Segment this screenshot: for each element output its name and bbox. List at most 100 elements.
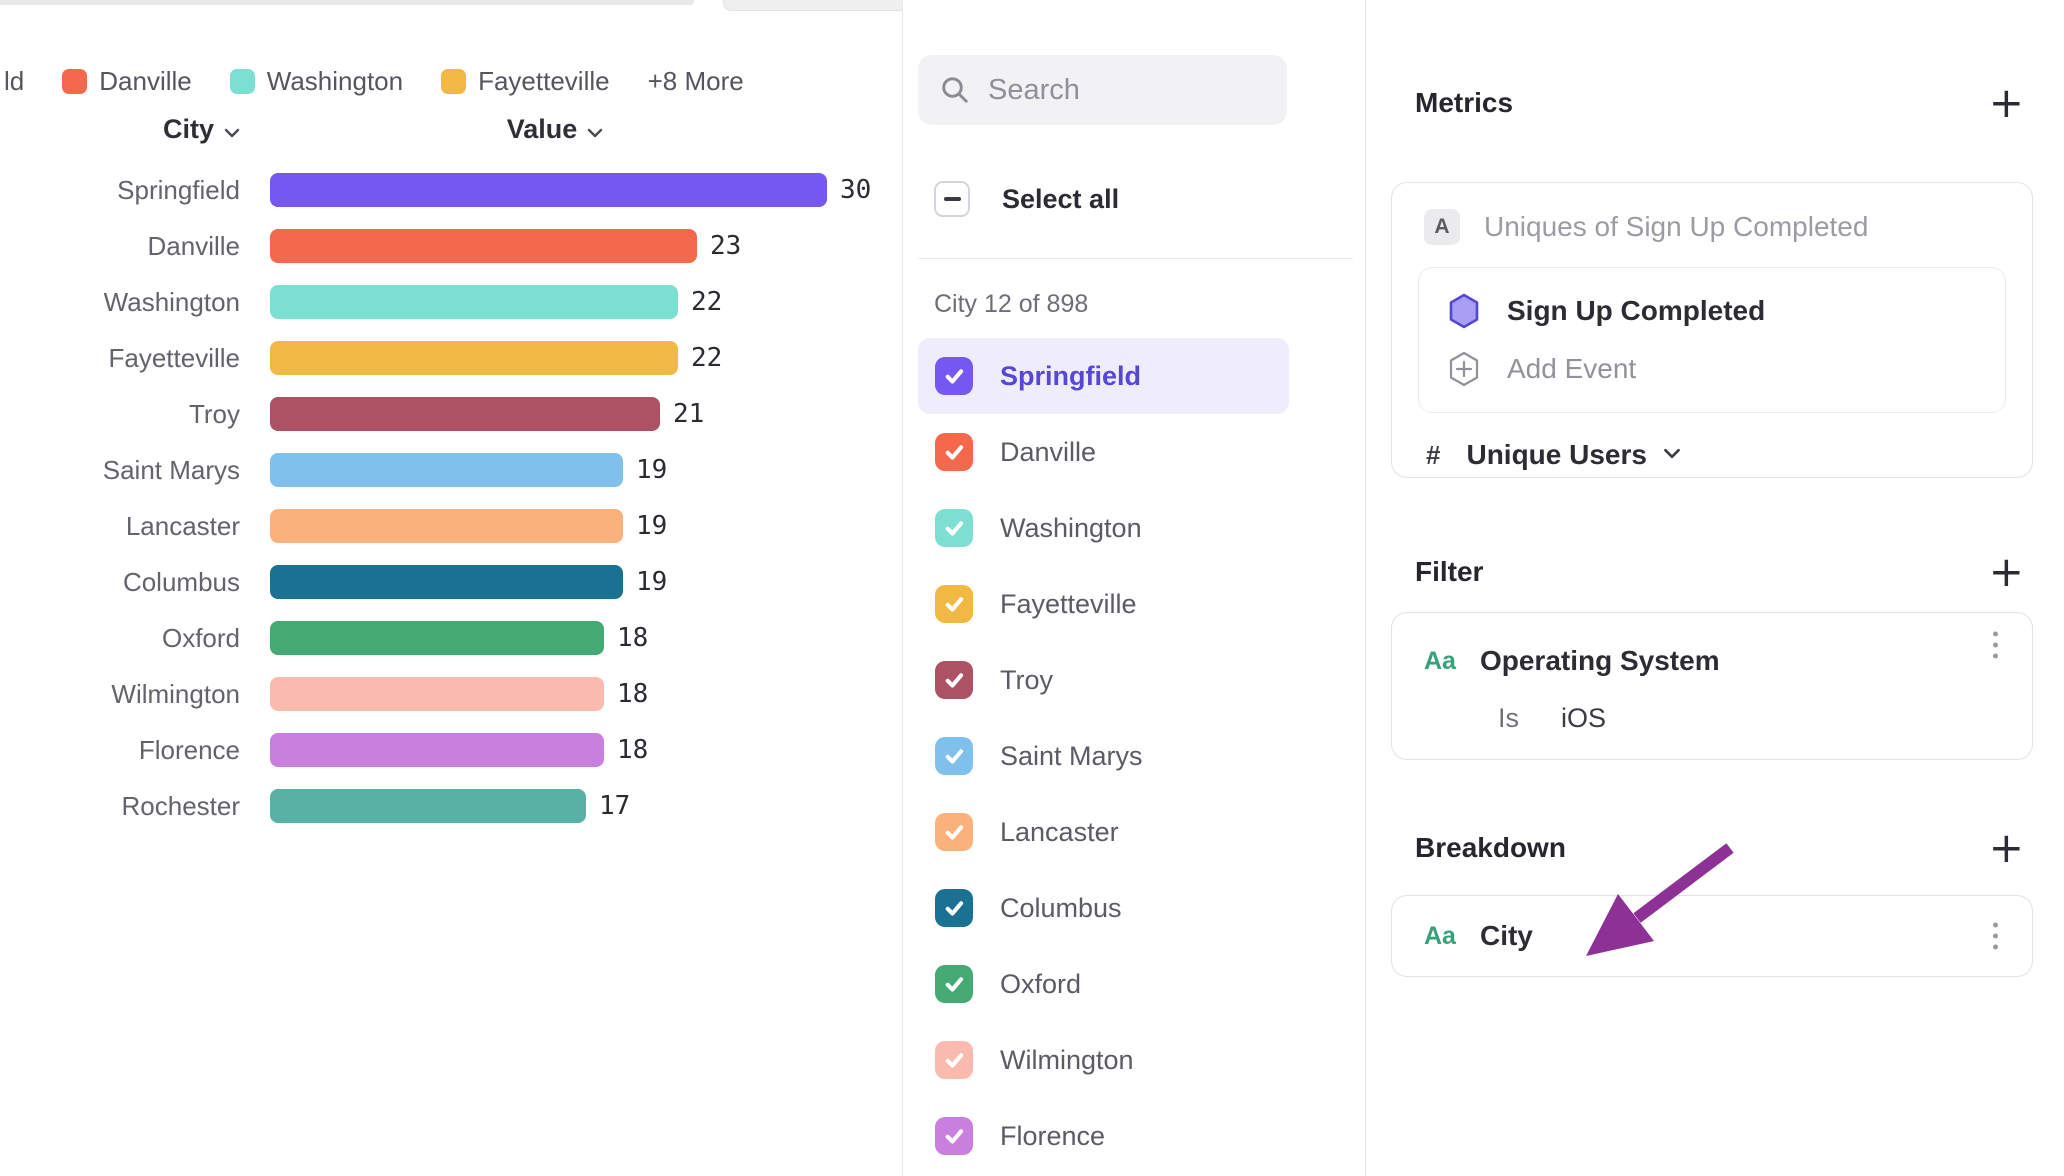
select-all-label: Select all [1002, 183, 1120, 214]
checkbox-checked[interactable] [935, 357, 973, 395]
chart-legend: ld Danville Washington Fayetteville +8 M… [0, 62, 744, 100]
search-icon [942, 77, 968, 103]
add-breakdown-button[interactable]: + [1988, 823, 2024, 872]
select-all-checkbox[interactable] [934, 181, 970, 217]
city-row-wilmington[interactable]: Wilmington [918, 1022, 1289, 1098]
checkbox-checked[interactable] [935, 661, 973, 699]
breakdown-property-row[interactable]: Aa City [1392, 896, 2032, 976]
city-select-panel: Select all City 12 of 898 Springfield Da… [902, 0, 1366, 1176]
measure-label: Unique Users [1466, 439, 1647, 470]
chevron-down-icon [587, 114, 603, 145]
city-row-oxford[interactable]: Oxford [918, 946, 1289, 1022]
city-row-washington[interactable]: Washington [918, 490, 1289, 566]
event-hexagon-icon [1449, 293, 1479, 329]
checkbox-checked[interactable] [935, 585, 973, 623]
legend-swatch [62, 68, 88, 94]
event-row[interactable]: Sign Up Completed [1419, 282, 2005, 340]
metric-summary-label: Uniques of Sign Up Completed [1484, 211, 1869, 242]
bar-row: Florence 18 [138, 733, 649, 767]
bar-row: Oxford 18 [161, 621, 649, 655]
breakdown-card[interactable]: Aa City [1391, 895, 2033, 977]
bar-row: Columbus 19 [122, 565, 668, 599]
bar-florence[interactable] [270, 733, 604, 767]
bar-row: Danville 23 [147, 229, 742, 263]
filter-property-name: Operating System [1479, 645, 1720, 676]
bar-row: Rochester 17 [121, 789, 631, 823]
bar-lancaster[interactable] [270, 509, 623, 543]
chevron-down-icon [1663, 446, 1681, 464]
add-filter-button[interactable]: + [1988, 547, 2024, 596]
filter-property-row[interactable]: Aa Operating System [1392, 613, 2032, 677]
city-row-fayetteville[interactable]: Fayetteville [918, 566, 1289, 642]
bar-rochester[interactable] [270, 789, 586, 823]
city-row-springfield[interactable]: Springfield [918, 338, 1289, 414]
breakdown-property-name: City [1479, 920, 1533, 951]
event-card: Sign Up Completed Add Event [1418, 267, 2006, 413]
checkbox-checked[interactable] [935, 737, 973, 775]
bar-fayetteville[interactable] [270, 341, 678, 375]
add-event-hexagon-icon [1449, 351, 1479, 387]
bar-springfield[interactable] [270, 173, 827, 207]
bar-rows: Springfield 30 Danville 23 Washington 22 Fa… [0, 162, 902, 834]
add-event-row[interactable]: Add Event [1419, 340, 2005, 398]
event-name: Sign Up Completed [1507, 295, 1766, 326]
bar-row: Saint Marys 19 [102, 453, 668, 487]
bar-row: Troy 21 [188, 397, 705, 431]
metric-card[interactable]: A Uniques of Sign Up Completed Sign Up C… [1391, 182, 2033, 478]
city-list: Springfield Danville Washington Fayettev… [918, 338, 1289, 1174]
text-type-icon: Aa [1424, 646, 1456, 675]
bar-danville[interactable] [270, 229, 697, 263]
bar-oxford[interactable] [270, 621, 604, 655]
select-all-row[interactable]: Select all [934, 180, 1119, 218]
bar-troy[interactable] [270, 397, 660, 431]
breakdown-section-header: Breakdown + [1415, 827, 2024, 869]
metric-letter-badge: A [1424, 209, 1460, 245]
search-box[interactable] [918, 55, 1287, 125]
column-header-value[interactable]: Value [430, 114, 680, 145]
kebab-menu-icon[interactable] [1987, 626, 2004, 665]
checkbox-checked[interactable] [935, 1041, 973, 1079]
bar-washington[interactable] [270, 285, 678, 319]
filter-condition-row[interactable]: Is iOS [1498, 703, 2032, 734]
query-builder-panel: Metrics + A Uniques of Sign Up Completed… [1366, 0, 2064, 1176]
metric-summary-row[interactable]: A Uniques of Sign Up Completed [1392, 183, 2032, 245]
city-row-troy[interactable]: Troy [918, 642, 1289, 718]
checkbox-checked[interactable] [935, 509, 973, 547]
legend-item[interactable]: Washington [229, 66, 403, 97]
bar-columbus[interactable] [270, 565, 623, 599]
checkbox-checked[interactable] [935, 433, 973, 471]
bar-wilmington[interactable] [270, 677, 604, 711]
bar-row: Springfield 30 [117, 173, 872, 207]
city-row-lancaster[interactable]: Lancaster [918, 794, 1289, 870]
text-type-icon: Aa [1424, 921, 1456, 950]
toolbar-remnant [0, 0, 694, 5]
add-metric-button[interactable]: + [1988, 78, 2024, 127]
divider [918, 258, 1353, 259]
checkbox-checked[interactable] [935, 889, 973, 927]
kebab-menu-icon[interactable] [1987, 917, 2004, 956]
legend-label: Danville [99, 65, 192, 96]
city-row-columbus[interactable]: Columbus [918, 870, 1289, 946]
bar-row: Wilmington 18 [111, 677, 649, 711]
city-row-saint-marys[interactable]: Saint Marys [918, 718, 1289, 794]
chevron-down-icon [224, 114, 240, 145]
checkbox-checked[interactable] [935, 1117, 973, 1155]
city-row-danville[interactable]: Danville [918, 414, 1289, 490]
legend-item-partial[interactable]: ld [4, 65, 25, 96]
filter-card[interactable]: Aa Operating System Is iOS [1391, 612, 2033, 760]
legend-item[interactable]: Fayetteville [441, 66, 610, 97]
column-header-city[interactable]: City [0, 114, 240, 145]
bar-row: Lancaster 19 [125, 509, 668, 543]
checkbox-checked[interactable] [935, 965, 973, 1003]
measure-dropdown[interactable]: # Unique Users [1426, 439, 2032, 471]
checkbox-checked[interactable] [935, 813, 973, 851]
legend-swatch [229, 68, 255, 94]
bar-saint-marys[interactable] [270, 453, 623, 487]
number-icon: # [1426, 439, 1441, 470]
filter-operator: Is [1498, 703, 1520, 733]
legend-item[interactable]: Danville [62, 66, 192, 97]
filter-title: Filter [1415, 556, 1484, 587]
city-row-florence[interactable]: Florence [918, 1098, 1289, 1174]
legend-more-button[interactable]: +8 More [647, 65, 744, 96]
search-input[interactable] [988, 73, 1265, 107]
